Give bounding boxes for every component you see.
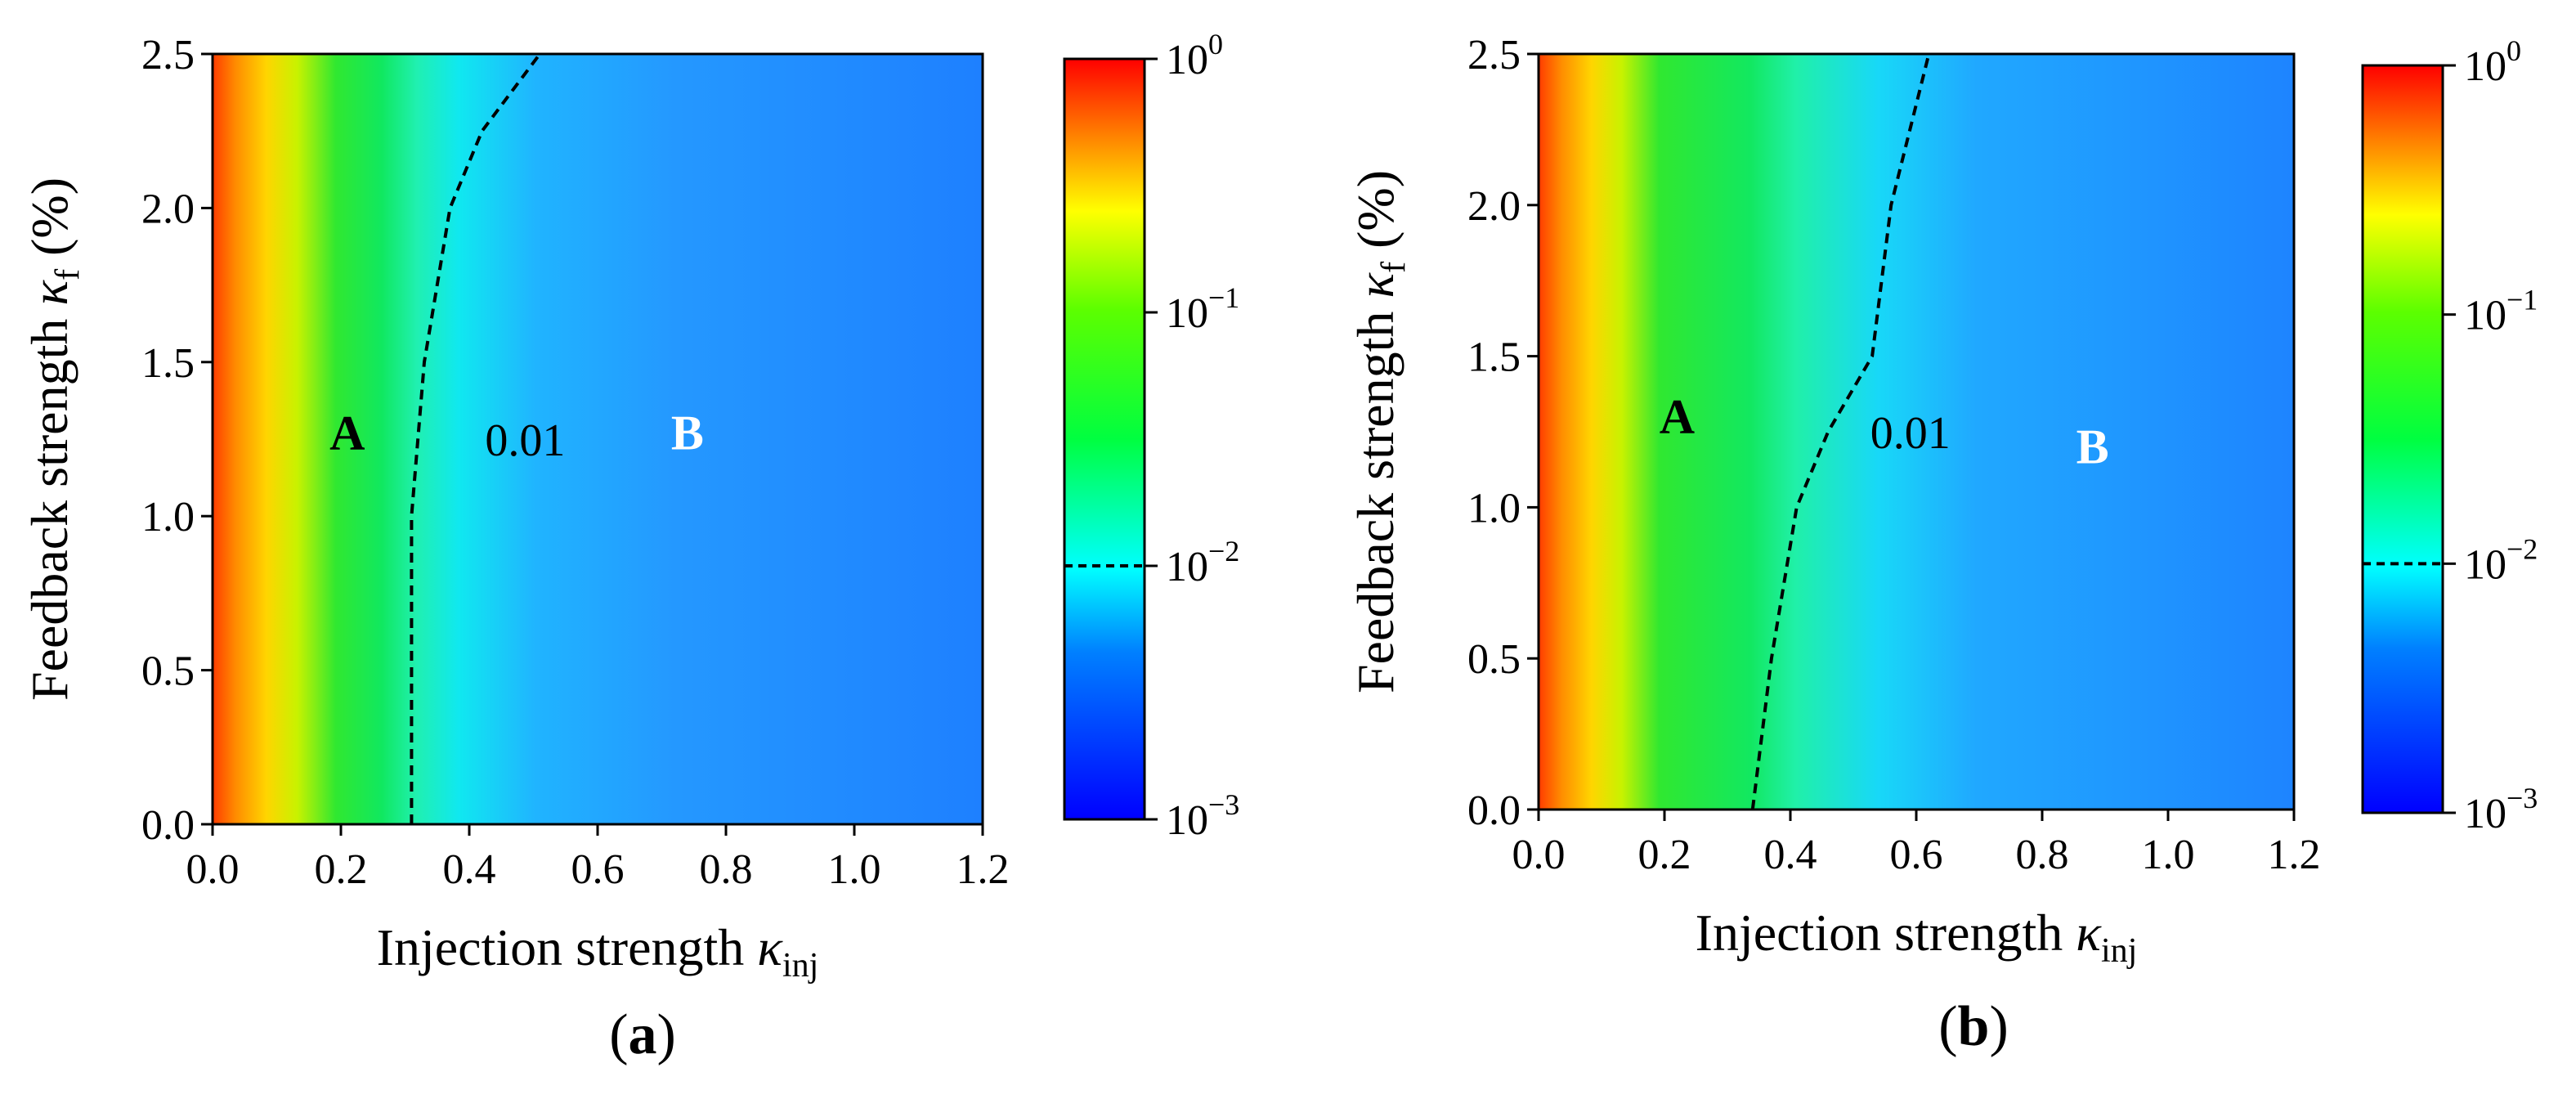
y-tick-label: 0.0 xyxy=(1467,787,1521,834)
x-tick-label: 0.0 xyxy=(1512,832,1566,878)
region-label-a: A xyxy=(1660,390,1695,444)
region-label-a: A xyxy=(329,406,365,460)
y-axis-subscript: f xyxy=(49,269,87,280)
x-tick-label: 0.6 xyxy=(571,846,625,893)
y-tick-label: 0.5 xyxy=(1467,636,1521,683)
panel-label-close: ) xyxy=(1989,995,2008,1058)
heatmap-field xyxy=(1539,54,2294,810)
x-tick-label: 0.4 xyxy=(443,846,496,893)
y-axis-symbol: κ xyxy=(20,280,78,306)
colorbar-tick-label: 10−1 xyxy=(1166,281,1239,337)
panel-label-open: ( xyxy=(609,1003,628,1066)
x-tick-label: 1.0 xyxy=(828,846,881,893)
y-axis-subscript: f xyxy=(1375,262,1413,273)
panel-label-letter: b xyxy=(1958,995,1990,1058)
colorbar-gradient xyxy=(1063,57,1146,821)
contour-line xyxy=(1750,53,1931,810)
colorbar-tick-base: 10 xyxy=(1166,290,1208,337)
colorbar-tick-label: 10−2 xyxy=(1166,535,1239,590)
x-axis-symbol: κ xyxy=(757,918,783,976)
contour-label: 0.01 xyxy=(1870,408,1951,459)
y-tick-label: 1.0 xyxy=(141,494,195,541)
colorbar-tick-exponent: 0 xyxy=(2507,34,2521,67)
colorbar-tick-base: 10 xyxy=(2464,43,2507,90)
y-axis-symbol: κ xyxy=(1346,272,1404,298)
x-tick-label: 1.0 xyxy=(2142,832,2195,878)
x-axis-label-text: Injection strength xyxy=(377,918,758,976)
x-tick-label: 1.2 xyxy=(956,846,1010,893)
panel-label-open: ( xyxy=(1938,995,1957,1058)
x-tick-label: 0.6 xyxy=(1890,832,1943,878)
x-tick-label: 0.0 xyxy=(186,846,240,893)
colorbar-tick-base: 10 xyxy=(1166,37,1208,83)
y-tick-label: 1.0 xyxy=(1467,485,1521,532)
colorbar-tick-exponent: −3 xyxy=(1208,788,1239,821)
y-axis-unit: (%) xyxy=(1346,170,1404,262)
x-axis-subscript: inj xyxy=(2101,932,2137,970)
y-axis-label-text: Feedback strength xyxy=(20,306,78,701)
colorbar-tick-label: 100 xyxy=(1166,28,1223,83)
colorbar-tick-base: 10 xyxy=(2464,541,2507,588)
region-label-b: B xyxy=(2076,419,2109,473)
panel-label-close: ) xyxy=(657,1003,676,1066)
y-tick-label: 1.5 xyxy=(141,340,195,387)
colorbar-tick-label: 10−1 xyxy=(2464,284,2538,339)
panel-label: (b) xyxy=(1938,995,2009,1058)
colorbar-tick-base: 10 xyxy=(1166,544,1208,590)
colorbar-tick-exponent: −3 xyxy=(2507,782,2538,814)
y-axis-label: Feedback strength κf (%) xyxy=(1346,170,1413,693)
x-tick-label: 0.2 xyxy=(1638,832,1691,878)
panel-label: (a) xyxy=(609,1003,676,1066)
y-tick-label: 2.5 xyxy=(1467,32,1521,78)
x-axis-subscript: inj xyxy=(782,947,818,985)
colorbar-tick-label: 100 xyxy=(2464,34,2521,90)
x-axis-symbol: κ xyxy=(2076,904,2102,962)
colorbar-tick-base: 10 xyxy=(2464,293,2507,339)
x-tick-label: 0.8 xyxy=(2016,832,2069,878)
x-tick-label: 0.8 xyxy=(700,846,753,893)
contour-line xyxy=(410,52,541,824)
panel-b: 0.01 A B 0.0 0.2 0.4 0.6 0.8 1.0 1.2 0.0 0.5 1.0 1.5 2… xyxy=(1346,32,2538,1058)
colorbar-tick-label: 10−2 xyxy=(2464,532,2538,588)
contour-label: 0.01 xyxy=(485,415,565,466)
y-tick-label: 1.5 xyxy=(1467,334,1521,381)
colorbar-tick-base: 10 xyxy=(2464,791,2507,837)
colorbar-tick-exponent: −2 xyxy=(2507,532,2538,565)
x-axis-label: Injection strength κinj xyxy=(377,918,819,985)
colorbar-tick-label: 10−3 xyxy=(2464,782,2538,837)
colorbar-tick-exponent: −1 xyxy=(1208,281,1239,314)
y-tick-label: 0.5 xyxy=(141,648,195,695)
panel-a: 0.01 A B 0.0 0.2 0.4 0.6 0.8 1.0 1.2 0.0 0.5 1.0 1.5 2… xyxy=(20,28,1239,1066)
x-tick-label: 0.4 xyxy=(1764,832,1817,878)
x-tick-label: 1.2 xyxy=(2268,832,2321,878)
colorbar-tick-exponent: 0 xyxy=(1208,28,1223,61)
y-tick-label: 2.0 xyxy=(141,186,195,232)
x-axis-label-text: Injection strength xyxy=(1696,904,2076,962)
x-tick-label: 0.2 xyxy=(315,846,368,893)
x-axis-label: Injection strength κinj xyxy=(1696,904,2138,970)
y-axis-label: Feedback strength κf (%) xyxy=(20,177,87,701)
heatmap-field xyxy=(213,54,983,824)
y-tick-label: 0.0 xyxy=(141,802,195,849)
colorbar-tick-base: 10 xyxy=(1166,797,1208,844)
colorbar-tick-exponent: −2 xyxy=(1208,535,1239,567)
colorbar-gradient xyxy=(2361,64,2444,814)
panel-label-letter: a xyxy=(629,1003,657,1066)
y-axis-unit: (%) xyxy=(20,177,78,269)
y-tick-label: 2.0 xyxy=(1467,183,1521,230)
y-axis-label-text: Feedback strength xyxy=(1346,298,1404,693)
colorbar-tick-exponent: −1 xyxy=(2507,284,2538,316)
y-tick-label: 2.5 xyxy=(141,32,195,78)
region-label-b: B xyxy=(671,406,704,460)
colorbar-tick-label: 10−3 xyxy=(1166,788,1239,844)
